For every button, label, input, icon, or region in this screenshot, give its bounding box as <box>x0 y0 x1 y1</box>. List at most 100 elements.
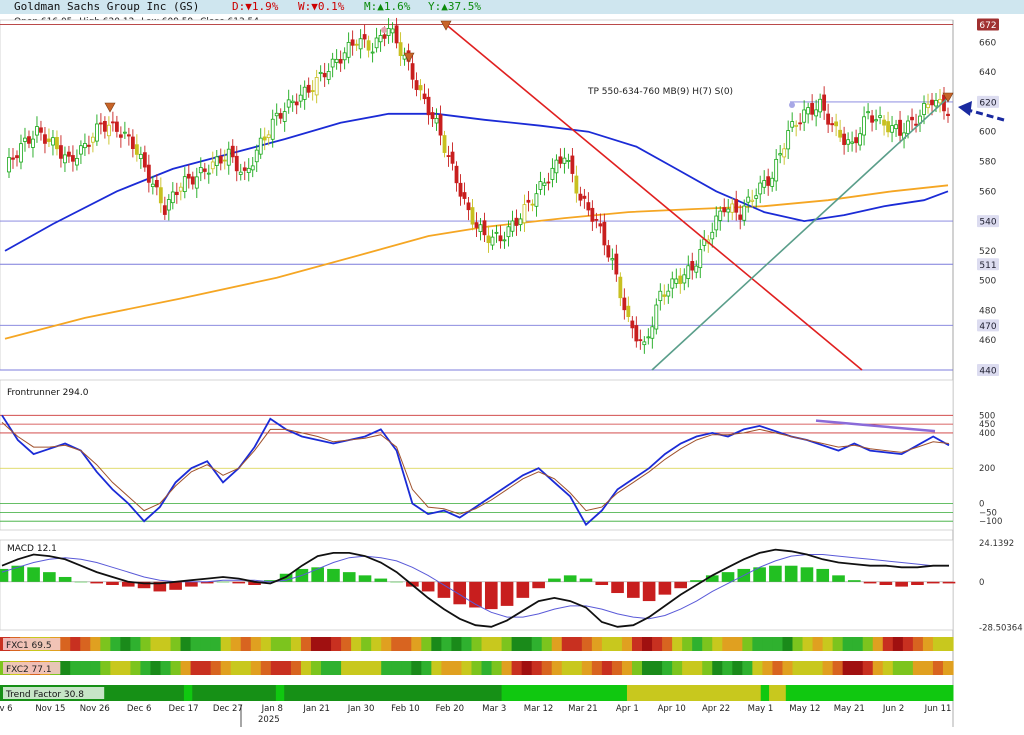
price-panel[interactable]: 460 480 500 520 560 580 600 640 660 672 620 540 511 4… <box>0 17 1005 727</box>
fxc1-cell <box>591 637 603 651</box>
candle-body <box>266 134 271 138</box>
macd-histogram-bar <box>642 581 656 602</box>
candle-body <box>898 119 902 136</box>
x-tick-label: Mar 21 <box>568 704 598 714</box>
fxc2-cell <box>942 661 954 675</box>
candle-body <box>170 191 175 204</box>
candle-body <box>782 148 787 158</box>
price-level-badge <box>977 95 999 108</box>
x-tick-label: May 1 <box>748 704 774 714</box>
macd-histogram-bar <box>200 581 214 584</box>
fxc2-cell <box>882 661 894 675</box>
candle-body <box>734 199 739 213</box>
x-tick-label: Apr 10 <box>658 704 686 714</box>
price-level-label: 511 <box>979 261 996 271</box>
fxc2-cell <box>421 661 432 675</box>
chart-title: Goldman Sachs Group Inc (GS) <box>14 0 200 13</box>
fxc2-cell <box>521 661 533 675</box>
candle-body <box>330 58 335 68</box>
trend-factor-segment <box>275 685 285 701</box>
fxc1-cell <box>581 637 593 651</box>
x-tick-label: Jan 8 <box>261 704 283 714</box>
macd-histogram-bar <box>611 581 624 594</box>
fxc1-cell <box>932 637 944 651</box>
fxc1-cell <box>170 637 182 651</box>
candle-body <box>11 157 15 160</box>
fxc1-cell <box>652 637 663 651</box>
fxc1-cell <box>832 637 844 651</box>
candle-body <box>642 341 647 346</box>
fxc2-cell <box>631 661 643 675</box>
trend-factor-segment <box>192 685 277 701</box>
fxc1-cell <box>852 637 864 651</box>
fxc1-cell <box>912 637 924 651</box>
macd-histogram-bar <box>548 578 561 582</box>
fxc1-cell <box>792 637 804 651</box>
candle-body <box>698 249 703 269</box>
macd-histogram-bar <box>106 581 119 585</box>
candle-body <box>690 261 695 271</box>
fxc2-cell <box>280 661 292 675</box>
candle-body <box>578 193 583 201</box>
macd-histogram-bar <box>421 581 435 592</box>
candle-body <box>286 99 291 108</box>
price-level-label: 672 <box>979 21 996 31</box>
fxc2-cell <box>682 661 693 675</box>
candle-body <box>910 116 914 121</box>
candle-body <box>142 152 147 168</box>
fxc2-cell <box>902 661 914 675</box>
candle-body <box>362 34 367 40</box>
candle-body <box>594 218 599 221</box>
fxc2-cell <box>451 661 463 675</box>
fxc1-cell <box>732 637 743 651</box>
heatmap-label: FXC1 69.5 <box>6 641 52 651</box>
candle-body <box>826 113 831 125</box>
year-label: 2025 <box>258 715 280 725</box>
fxc1-cell <box>401 637 412 651</box>
candle-body <box>538 181 543 190</box>
macd-panel[interactable]: MACD 12.1 24.1392 0 -28.50364 <box>0 539 1023 634</box>
x-tick-label: Apr 1 <box>616 704 639 714</box>
fxc2-cell <box>220 661 232 675</box>
fxc2-cell <box>852 661 864 675</box>
price-level-badge <box>977 364 999 376</box>
candle-body <box>414 80 419 90</box>
fxc2-cell <box>782 661 794 675</box>
fxc2-cell <box>772 661 784 675</box>
fxc2-cell <box>712 661 723 675</box>
candle-body <box>582 195 587 199</box>
candle-body <box>506 226 511 238</box>
macd-histogram-bar <box>563 575 577 582</box>
fxc2-cell <box>531 661 543 675</box>
fxc1-cell <box>210 637 222 651</box>
price-tick-label: 640 <box>979 68 996 78</box>
fxc2-cell <box>260 661 272 675</box>
macd-histogram-bar <box>674 581 687 589</box>
candle-body <box>106 124 111 137</box>
macd-histogram-bar <box>469 581 482 608</box>
price-level-label: 620 <box>979 98 996 108</box>
macd-histogram-bar <box>58 576 72 582</box>
candle-body <box>342 52 347 61</box>
macd-histogram-bar <box>895 581 908 587</box>
candle-body <box>482 220 487 236</box>
candle-body <box>186 173 191 179</box>
candle-body <box>274 112 279 117</box>
fxc1-cell <box>862 637 874 651</box>
fxc2-cell <box>250 661 262 675</box>
fxc2-cell <box>642 661 653 675</box>
fxc2-cell <box>240 661 252 675</box>
candle-body <box>686 265 691 279</box>
fxc1-cell <box>260 637 272 651</box>
fxc2-cell <box>842 661 854 675</box>
x-tick-label: Jun 2 <box>882 704 904 714</box>
price-tick-label: 460 <box>979 336 996 346</box>
fxc2-cell <box>80 661 91 675</box>
macd-histogram-bar <box>390 581 403 583</box>
candle-body <box>326 71 331 80</box>
fxc2-cell <box>762 661 774 675</box>
fxc2-cell <box>912 661 924 675</box>
fxc1-cell <box>290 637 302 651</box>
